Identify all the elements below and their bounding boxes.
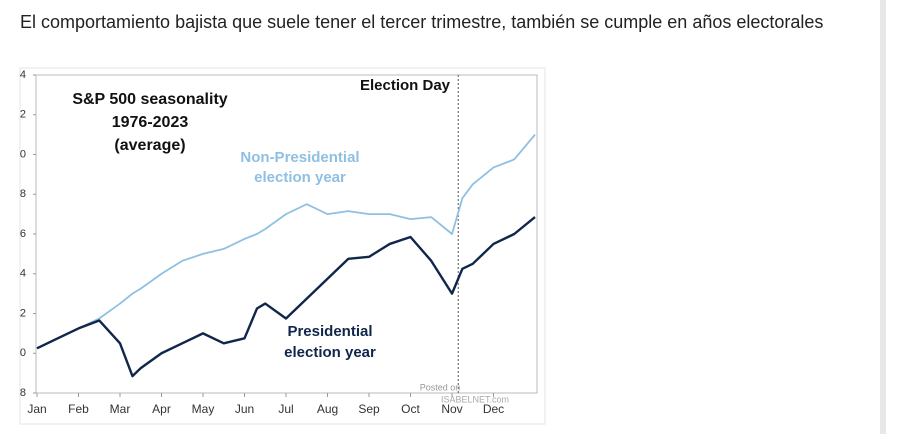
y-tick-label: 4	[20, 69, 26, 81]
annotation: election year	[254, 169, 346, 186]
y-tick-label: 2	[20, 109, 26, 121]
y-tick-label: 0	[20, 347, 26, 359]
post-text: El comportamiento bajista que suele tene…	[20, 12, 824, 32]
annotation: ISABELNET.com	[441, 394, 509, 404]
x-tick-label: Nov	[441, 402, 462, 416]
y-tick-label: 8	[20, 387, 26, 399]
y-tick-label: 2	[20, 307, 26, 319]
chart-image	[19, 67, 546, 425]
x-tick-label: Jun	[235, 402, 254, 416]
y-tick-label: 0	[20, 148, 26, 160]
annotation: Presidential	[287, 323, 372, 340]
annotation: election year	[284, 344, 376, 361]
annotation: S&P 500 seasonality	[72, 91, 227, 108]
x-tick-label: Feb	[68, 402, 89, 416]
annotation: Posted on	[420, 382, 461, 392]
y-tick-label: 6	[20, 228, 26, 240]
x-tick-label: Oct	[401, 402, 420, 416]
annotation: 1976-2023	[112, 114, 189, 131]
y-tick-label: 8	[20, 188, 26, 200]
x-tick-label: Dec	[483, 402, 504, 416]
x-tick-label: Jan	[27, 402, 46, 416]
x-tick-label: Mar	[110, 402, 131, 416]
x-tick-label: Sep	[358, 402, 380, 416]
x-tick-label: Aug	[317, 402, 338, 416]
x-tick-label: May	[192, 402, 215, 416]
annotation: (average)	[114, 137, 185, 154]
x-tick-label: Jul	[278, 402, 293, 416]
series-line	[36, 216, 536, 378]
annotation: Non-Presidential	[240, 149, 359, 166]
x-tick-label: Apr	[152, 402, 171, 416]
scrollbar	[880, 0, 886, 434]
series-line	[36, 134, 536, 350]
annotation: Election Day	[360, 77, 451, 94]
y-tick-label: 4	[20, 268, 26, 280]
